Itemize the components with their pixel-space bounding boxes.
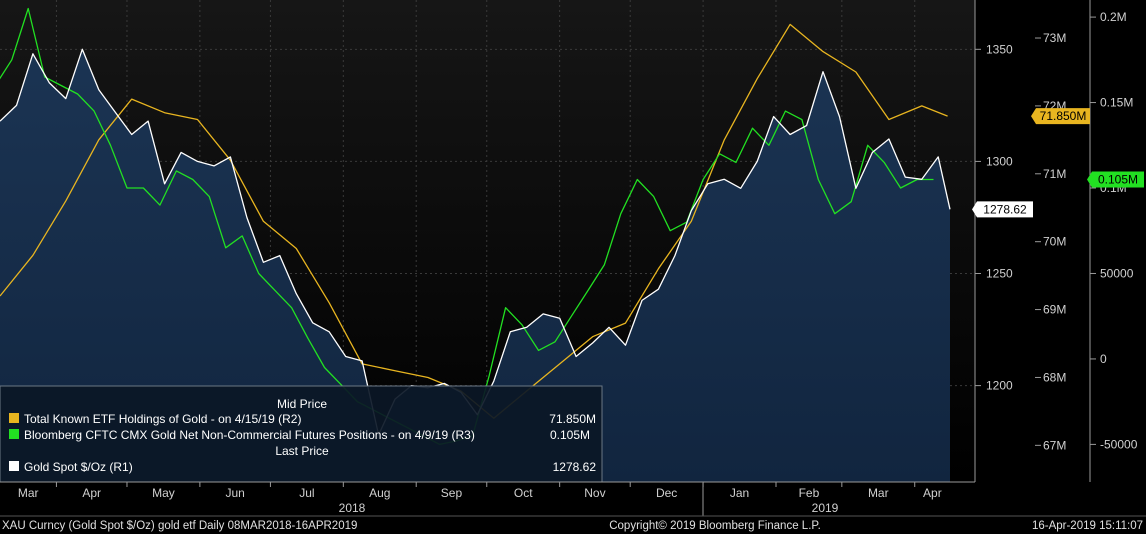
legend-label-gold: Gold Spot $/Oz (R1): [24, 460, 133, 474]
legend-swatch-etf: [9, 413, 19, 423]
tag-label-gold: 1278.62: [983, 202, 1027, 216]
r2-tick-label: 67M: [1043, 438, 1066, 452]
gold-area: [0, 49, 950, 483]
footer-right: 16-Apr-2019 15:11:07: [1032, 520, 1143, 532]
x-month-label: Mar: [18, 486, 39, 500]
legend-label-etf: Total Known ETF Holdings of Gold - on 4/…: [24, 412, 301, 426]
r1-tick-label: 1350: [986, 42, 1013, 56]
x-month-label: Jun: [225, 486, 244, 500]
year-label-2018: 2018: [339, 501, 366, 515]
x-month-label: Dec: [656, 486, 677, 500]
year-label-2019: 2019: [812, 501, 839, 515]
footer-left: XAU Curncy (Gold Spot $/Oz) gold etf Dai…: [2, 520, 357, 532]
r3-tick-label: 0: [1100, 352, 1107, 366]
r1-axis-ticks: 1350 1300 1250 1200: [975, 42, 1013, 393]
axis-background: [975, 0, 1146, 482]
legend-header-mid: Mid Price: [277, 397, 327, 411]
tag-gold: [972, 201, 1033, 218]
r3-tick-label: 0.2M: [1100, 10, 1127, 24]
r1-tick-label: 1200: [986, 379, 1013, 393]
x-month-label: Apr: [82, 486, 101, 500]
r2-tick-label: 71M: [1043, 167, 1066, 181]
x-month-label: Jul: [299, 486, 314, 500]
x-month-label: Apr: [923, 486, 942, 500]
r2-tick-label: 70M: [1043, 235, 1066, 249]
legend-value-gold: 1278.62: [553, 460, 597, 474]
legend-value-etf: 71.850M: [549, 412, 596, 426]
r3-tick-label: 0.15M: [1100, 96, 1133, 110]
legend: Mid Price Total Known ETF Holdings of Go…: [0, 385, 603, 483]
r3-tick-label: -50000: [1100, 437, 1138, 451]
x-axis-band: [0, 482, 975, 516]
r3-tick-label: 50000: [1100, 266, 1134, 280]
tag-label-cftc: 0.105M: [1098, 172, 1138, 186]
tag-cftc: [1087, 171, 1144, 188]
legend-box: [0, 385, 603, 483]
x-month-label: Feb: [799, 486, 820, 500]
r2-tick-label: 73M: [1043, 31, 1066, 45]
legend-value-cftc: 0.105M: [550, 428, 590, 442]
tag-etf: [1031, 108, 1090, 125]
x-month-label: Jan: [730, 486, 749, 500]
x-month-label: Sep: [441, 486, 463, 500]
r1-tick-label: 1250: [986, 267, 1013, 281]
x-month-label: Nov: [584, 486, 605, 500]
x-month-label: Oct: [514, 486, 533, 500]
r2-tick-label: 69M: [1043, 303, 1066, 317]
x-month-label: May: [152, 486, 175, 500]
x-month-label: Aug: [369, 486, 390, 500]
last-value-tags: 71.850M 0.105M 1278.62: [972, 108, 1144, 218]
x-axis-ticks: Mar Apr May Jun Jul Aug Sep Oct Nov Dec Jan Feb Mar A…: [18, 482, 942, 500]
legend-header-last: Last Price: [275, 444, 329, 458]
legend-swatch-gold: [9, 461, 19, 471]
r1-tick-label: 1300: [986, 154, 1013, 168]
tag-label-etf: 71.850M: [1040, 109, 1087, 123]
legend-swatch-cftc: [9, 429, 19, 439]
x-month-label: Mar: [868, 486, 889, 500]
legend-label-cftc: Bloomberg CFTC CMX Gold Net Non-Commerci…: [24, 428, 475, 442]
r2-tick-label: 68M: [1043, 370, 1066, 384]
gold-area-fill: [0, 49, 950, 483]
footer-center: Copyright© 2019 Bloomberg Finance L.P.: [609, 520, 821, 532]
